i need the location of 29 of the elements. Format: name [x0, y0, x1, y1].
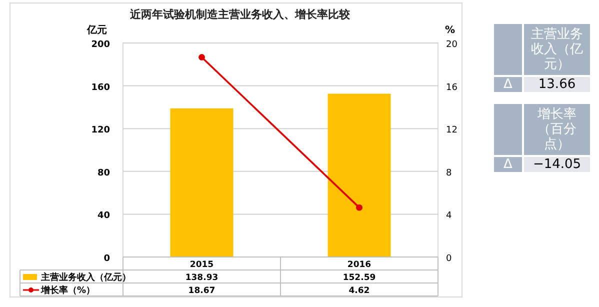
y2-tick-label: 8: [446, 168, 452, 178]
x-tick-label: 2016: [347, 260, 372, 270]
text: Δ: [494, 156, 523, 172]
data-label: 152.59: [342, 273, 376, 283]
y2-tick-label: 16: [446, 82, 458, 93]
text: 13.66: [523, 76, 590, 92]
y-tick-label: 0: [104, 254, 110, 264]
y2-tick-label: 12: [446, 126, 458, 136]
data-label: 138.93: [185, 273, 218, 283]
y-tick-label: 120: [91, 126, 110, 136]
y-axis-title: 亿元: [86, 24, 107, 36]
y2-tick-label: 20: [446, 40, 458, 50]
y-tick-label: 160: [91, 82, 110, 93]
data-label: 18.67: [188, 286, 216, 296]
text: Δ: [494, 76, 523, 92]
chart-title: 近两年试验机制造主营业务收入、增长率比较: [129, 8, 351, 21]
y-tick-label: 40: [97, 211, 110, 222]
y2-axis-title: %: [445, 25, 456, 36]
text: 主营业务收入（亿元）: [523, 24, 590, 76]
y-tick-label: 200: [91, 40, 110, 50]
legend-label: 主营业务收入（亿元）: [40, 272, 131, 283]
x-tick-label: 2015: [190, 260, 214, 270]
data-label: 4.62: [348, 286, 370, 296]
y2-tick-label: 0: [446, 254, 452, 264]
text: 增长率（百分点）: [523, 104, 590, 156]
y2-tick-label: 4: [446, 211, 452, 222]
y-tick-label: 80: [97, 168, 110, 178]
text: −14.05: [523, 156, 590, 172]
legend-label: 增长率（%）: [40, 285, 96, 296]
